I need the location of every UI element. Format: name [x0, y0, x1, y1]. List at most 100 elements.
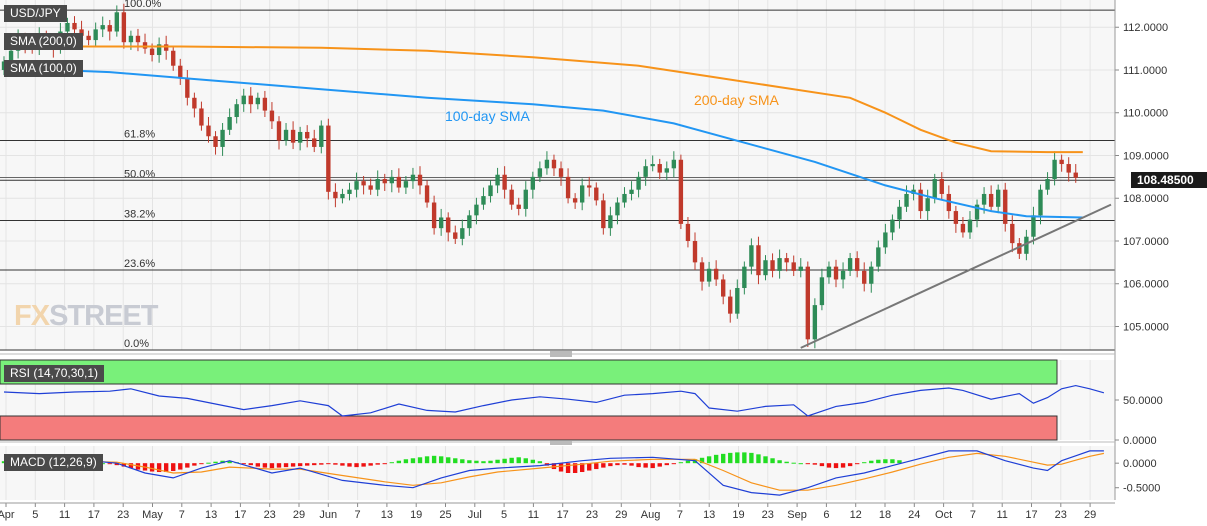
candle-up	[241, 95, 246, 105]
macd-histogram-bar	[361, 463, 366, 467]
fib-level-label: 100.0%	[124, 0, 162, 10]
candle-up	[650, 164, 655, 167]
x-tick-label: 17	[1025, 509, 1037, 521]
macd-histogram-bar	[798, 463, 803, 465]
candle-up	[798, 266, 803, 271]
rsi-tick-label: 0.0000	[1123, 435, 1157, 447]
macd-histogram-bar	[156, 463, 162, 473]
macd-histogram-bar	[558, 463, 564, 472]
macd-histogram-bar	[199, 463, 204, 465]
macd-histogram-bar	[671, 463, 677, 465]
candle-down	[276, 121, 282, 141]
candle-down	[171, 50, 176, 66]
candle-up	[114, 12, 120, 32]
x-tick-label: May	[142, 509, 163, 521]
macd-histogram-bar	[312, 463, 317, 466]
candle-down	[1066, 164, 1071, 173]
macd-histogram-bar	[460, 459, 465, 464]
macd-histogram-bar	[565, 463, 571, 473]
candle-down	[79, 29, 84, 36]
candle-up	[488, 185, 493, 197]
macd-histogram-bar	[530, 459, 536, 464]
x-tick-label: 23	[762, 509, 774, 521]
sma100-annotation: 100-day SMA	[445, 108, 530, 124]
candle-down	[305, 131, 310, 139]
macd-histogram-bar	[467, 460, 472, 464]
fib-level-label: 0.0%	[124, 338, 149, 350]
price-tick-label: 107.0000	[1123, 236, 1169, 248]
sma100-legend: SMA (100,0)	[4, 60, 83, 77]
macd-histogram-bar	[389, 462, 394, 464]
candle-up	[608, 215, 613, 229]
macd-histogram-bar	[509, 457, 514, 464]
candle-down	[805, 266, 810, 340]
macd-histogram-bar	[594, 463, 599, 470]
macd-histogram-bar	[326, 463, 331, 465]
candle-up	[840, 270, 846, 280]
candle-up	[460, 228, 465, 239]
macd-histogram-bar	[629, 463, 634, 466]
macd-histogram-bar	[551, 463, 557, 470]
x-tick-label: 11	[59, 509, 70, 521]
macd-histogram-bar	[622, 463, 627, 465]
macd-histogram-bar	[854, 463, 860, 465]
macd-histogram-bar	[601, 463, 606, 468]
candle-up	[876, 247, 881, 267]
candle-down	[192, 97, 197, 109]
x-tick-label: 29	[615, 509, 627, 521]
macd-histogram-bar	[453, 458, 458, 464]
macd-histogram-bar	[495, 459, 500, 464]
macd-histogram-bar	[347, 463, 352, 467]
macd-histogram-bar	[446, 457, 451, 464]
macd-histogram-bar	[728, 452, 733, 464]
candle-down	[72, 22, 77, 30]
candle-down	[206, 125, 211, 137]
macd-tick-label: -0.5000	[1123, 483, 1160, 495]
x-tick-label: 29	[1084, 509, 1096, 521]
macd-histogram-bar	[178, 463, 183, 470]
sma200-legend: SMA (200,0)	[4, 33, 83, 50]
candle-down	[572, 198, 578, 203]
rsi-label: RSI (14,70,30,1)	[4, 365, 105, 382]
candle-down	[1010, 223, 1015, 244]
macd-histogram-bar	[826, 463, 832, 468]
macd-histogram-bar	[262, 463, 268, 468]
macd-histogram-bar	[657, 463, 662, 467]
candle-up	[671, 159, 677, 169]
candle-up	[967, 219, 973, 233]
candle-up	[8, 50, 14, 62]
candle-down	[361, 181, 366, 186]
candle-down	[312, 138, 317, 147]
macd-histogram-bar	[206, 462, 211, 464]
macd-histogram-bar	[706, 456, 712, 464]
candle-up	[735, 288, 740, 314]
candle-up	[100, 25, 105, 30]
candle-down	[333, 191, 338, 199]
macd-histogram-bar	[721, 453, 726, 464]
macd-histogram-bar	[664, 463, 669, 466]
macd-histogram-bar	[121, 463, 127, 467]
macd-histogram-bar	[833, 463, 839, 469]
price-tick-label: 108.0000	[1123, 193, 1169, 205]
rsi-tick-label: 50.0000	[1123, 395, 1163, 407]
x-tick-label: 23	[117, 509, 129, 521]
macd-histogram-bar	[149, 463, 155, 472]
macd-histogram-bar	[333, 463, 338, 465]
candle-up	[255, 97, 261, 105]
price-tick-label: 105.0000	[1123, 321, 1169, 333]
macd-histogram-bar	[862, 462, 867, 464]
x-tick-label: Sep	[787, 509, 807, 521]
candle-up	[319, 125, 324, 147]
candle-up	[819, 277, 825, 306]
x-tick-label: 29	[293, 509, 305, 521]
macd-plot-bg	[0, 446, 1115, 500]
macd-histogram-bar	[297, 463, 303, 467]
candle-up	[706, 268, 712, 282]
candle-up	[530, 176, 536, 190]
macd-histogram-bar	[869, 460, 874, 464]
candle-up	[389, 176, 394, 184]
macd-histogram-bar	[481, 461, 486, 464]
candle-down	[713, 268, 719, 280]
candle-up	[220, 129, 225, 147]
